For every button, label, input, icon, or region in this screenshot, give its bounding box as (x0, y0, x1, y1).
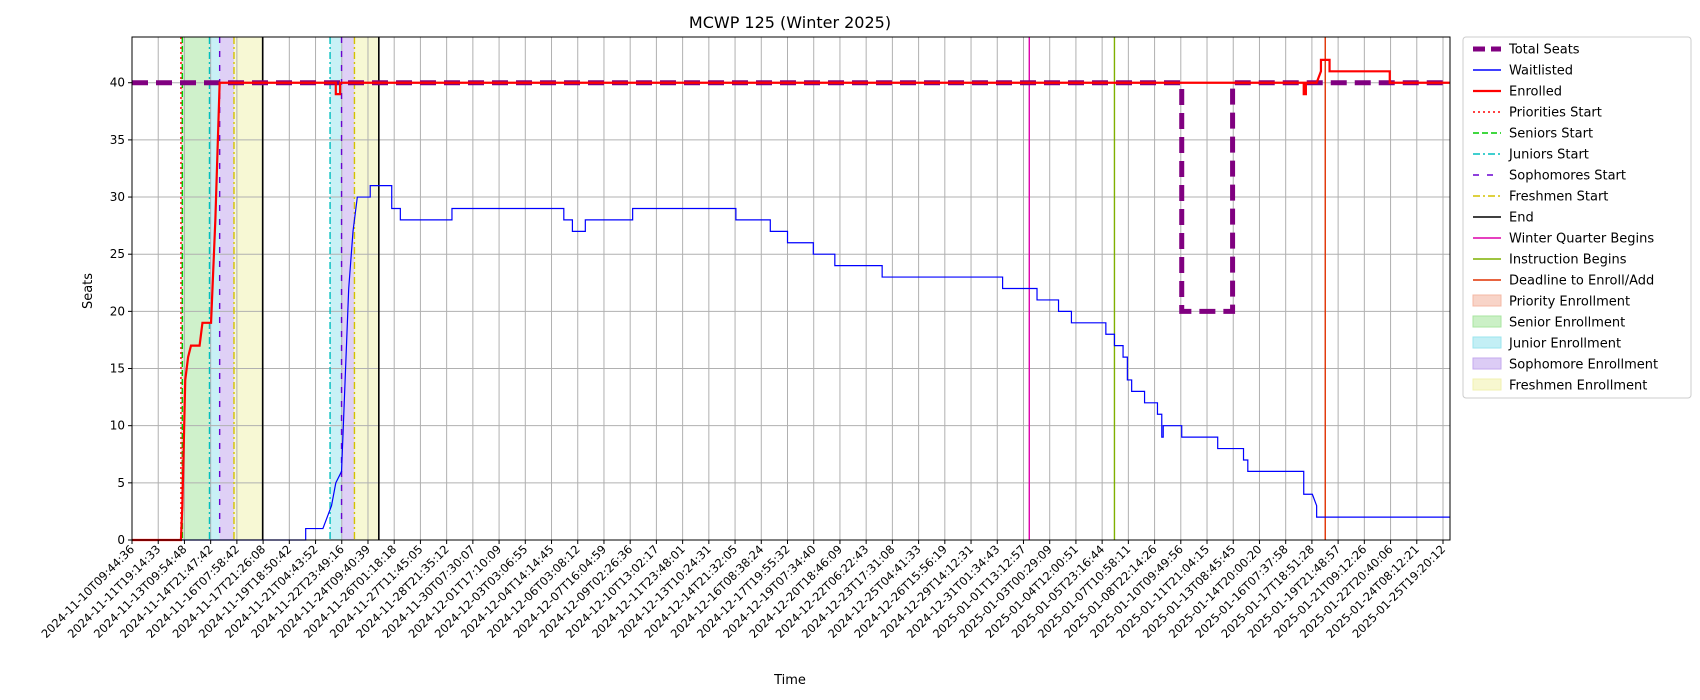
legend-label-senior-enrollment: Senior Enrollment (1509, 316, 1625, 331)
legend-label-junior-enrollment: Junior Enrollment (1508, 337, 1621, 352)
x-axis-label: Time (773, 673, 806, 688)
legend-label-sophomores-start: Sophomores Start (1509, 169, 1626, 184)
span-junior-enrollment-5 (330, 37, 342, 540)
span-sophomore-enrollment-3 (219, 37, 234, 540)
legend-label-freshmen-start: Freshmen Start (1509, 190, 1608, 205)
series-enrolled (132, 58, 1450, 542)
legend-label-seniors-start: Seniors Start (1509, 127, 1593, 142)
y-axis-label: Seats (81, 273, 96, 309)
plot-frame (131, 36, 1451, 541)
legend-label-instruction-begins: Instruction Begins (1509, 253, 1627, 268)
y-tick-label-5: 5 (117, 476, 125, 490)
chart-title: MCWP 125 (Winter 2025) (689, 13, 891, 32)
enrollment-spans (180, 37, 379, 540)
legend-label-waitlisted: Waitlisted (1509, 64, 1573, 79)
span-junior-enrollment-2 (209, 37, 220, 540)
legend-swatch-priority-enrollment (1472, 294, 1502, 307)
series-lines (132, 58, 1450, 542)
legend-label-freshmen-enrollment: Freshmen Enrollment (1509, 379, 1647, 394)
series-waitlisted (132, 185, 1450, 541)
legend-label-priorities-start: Priorities Start (1509, 106, 1602, 121)
span-sophomore-enrollment-6 (341, 37, 355, 540)
legend-label-end: End (1509, 211, 1534, 226)
chart-legend: Total Seats Waitlisted Enrolled Priorities … (1462, 36, 1692, 399)
y-tick-label-15: 15 (110, 362, 125, 376)
legend-swatch-freshmen-enrollment (1472, 378, 1502, 391)
legend-label-total-seats: Total Seats (1508, 43, 1580, 58)
legend-swatch-senior-enrollment (1472, 315, 1502, 328)
y-tick-label-40: 40 (110, 76, 125, 90)
legend-box (1462, 36, 1692, 399)
legend-label-juniors-start: Juniors Start (1508, 148, 1589, 163)
event-markers (180, 37, 1326, 540)
span-priority-enrollment-0 (180, 37, 183, 540)
y-tick-label-30: 30 (110, 190, 125, 204)
span-freshmen-enrollment-4 (233, 37, 263, 540)
legend-label-priority-enrollment: Priority Enrollment (1509, 295, 1630, 310)
span-senior-enrollment-1 (182, 37, 210, 540)
y-tick-label-0: 0 (117, 533, 125, 547)
legend-label-sophomore-enrollment: Sophomore Enrollment (1509, 358, 1658, 373)
y-tick-label-25: 25 (110, 247, 125, 261)
span-freshmen-enrollment-7 (354, 37, 379, 540)
y-tick-label-10: 10 (110, 419, 125, 433)
legend-label-winter-quarter-begins: Winter Quarter Begins (1509, 232, 1654, 247)
legend-label-deadline-to-enroll-add: Deadline to Enroll/Add (1509, 274, 1654, 289)
y-tick-label-35: 35 (110, 133, 125, 147)
y-tick-label-20: 20 (110, 304, 125, 318)
legend-swatch-sophomore-enrollment (1472, 357, 1502, 370)
y-axis-ticks: 0 5 10 15 20 25 30 35 40 (110, 76, 132, 547)
legend-swatch-junior-enrollment (1472, 336, 1502, 349)
legend-label-enrolled: Enrolled (1509, 85, 1562, 100)
